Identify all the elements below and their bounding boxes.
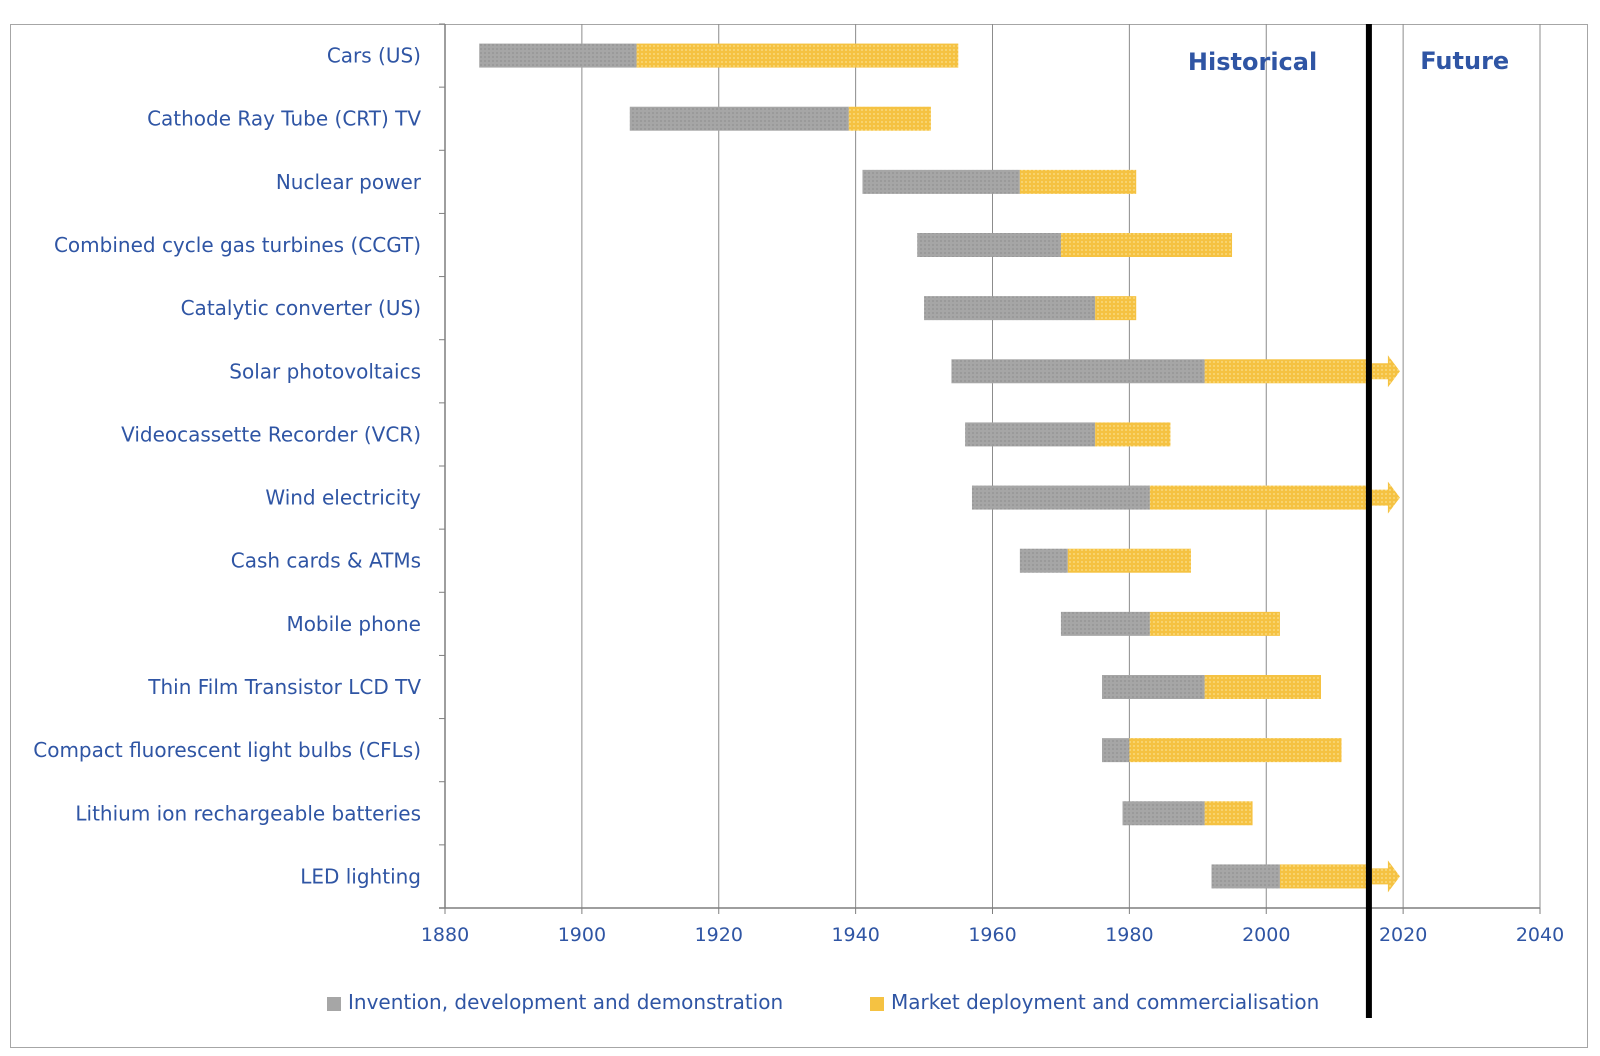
future-label: Future [1420,47,1509,75]
x-tick-label-2040: 2040 [1516,924,1564,946]
bar-invention [1060,611,1150,636]
bar-invention [629,106,849,131]
bar-invention [479,43,637,68]
vertical-gridlines [581,24,1541,908]
category-label: LED lighting [300,864,421,888]
bar-market [1204,801,1253,826]
ongoing-arrow [1371,860,1400,893]
legend: Invention, development and demonstration… [327,990,1319,1014]
category-label: Mobile phone [286,612,421,636]
category-label: Cathode Ray Tube (CRT) TV [147,107,421,131]
bar-invention [862,169,1020,194]
category-label: Catalytic converter (US) [181,296,421,320]
bar-invention [965,422,1096,447]
category-labels: Cars (US) Cathode Ray Tube (CRT) TV Nuclea… [33,44,422,889]
bar-invention [1102,675,1205,699]
bar-market [1060,233,1233,257]
bar-invention [1019,548,1068,573]
legend-label-market: Market deployment and commercialisation [891,990,1319,1014]
legend-swatch-market [870,997,884,1011]
bar-market [848,106,931,131]
category-label: Cash cards & ATMs [231,549,421,573]
bar-market [1149,485,1369,510]
legend-swatch-invention [327,997,341,1011]
bar-market [1095,296,1137,321]
historical-label: Historical [1188,48,1317,76]
bar-invention [951,359,1205,384]
category-label: Nuclear power [276,170,422,194]
x-tick-label-1980: 1980 [1105,924,1153,946]
x-tick-label-1920: 1920 [695,924,743,946]
category-label: Cars (US) [327,44,421,68]
category-label: Compact fluorescent light bulbs (CFLs) [33,738,421,762]
x-tick-labels: 1880 1900 1920 1940 1960 1980 2000 2020 2040 [421,924,1564,946]
legend-label-invention: Invention, development and demonstration [348,990,783,1014]
bar-invention [1122,801,1205,826]
bar-market [1129,738,1342,763]
bar-invention [924,296,1096,321]
axes [439,23,1541,914]
x-tick-label-1900: 1900 [558,924,606,946]
bar-invention [1211,864,1280,889]
x-tick-label-2020: 2020 [1379,924,1427,946]
bar-market [1019,169,1137,194]
bar-invention [917,233,1061,257]
x-tick-label-2000: 2000 [1242,924,1290,946]
ongoing-arrow [1371,355,1400,388]
bar-invention [1102,738,1130,763]
x-tick-label-1940: 1940 [831,924,879,946]
bar-market [1204,675,1321,699]
category-label: Combined cycle gas turbines (CCGT) [54,233,421,257]
bar-market [1095,422,1171,447]
bar-market [1067,548,1191,573]
bars [479,43,1400,893]
category-label: Solar photovoltaics [229,359,421,383]
bar-market [636,43,959,68]
category-label: Lithium ion rechargeable batteries [75,801,421,825]
x-tick-label-1960: 1960 [968,924,1016,946]
ongoing-arrow [1371,481,1400,514]
category-label: Thin Film Transistor LCD TV [147,675,421,699]
bar-market [1149,611,1280,636]
bar-market [1279,864,1369,889]
x-tick-label-1880: 1880 [421,924,469,946]
category-label: Videocassette Recorder (VCR) [121,422,421,446]
category-label: Wind electricity [265,486,421,510]
bar-invention [971,485,1150,510]
bar-market [1204,359,1369,384]
